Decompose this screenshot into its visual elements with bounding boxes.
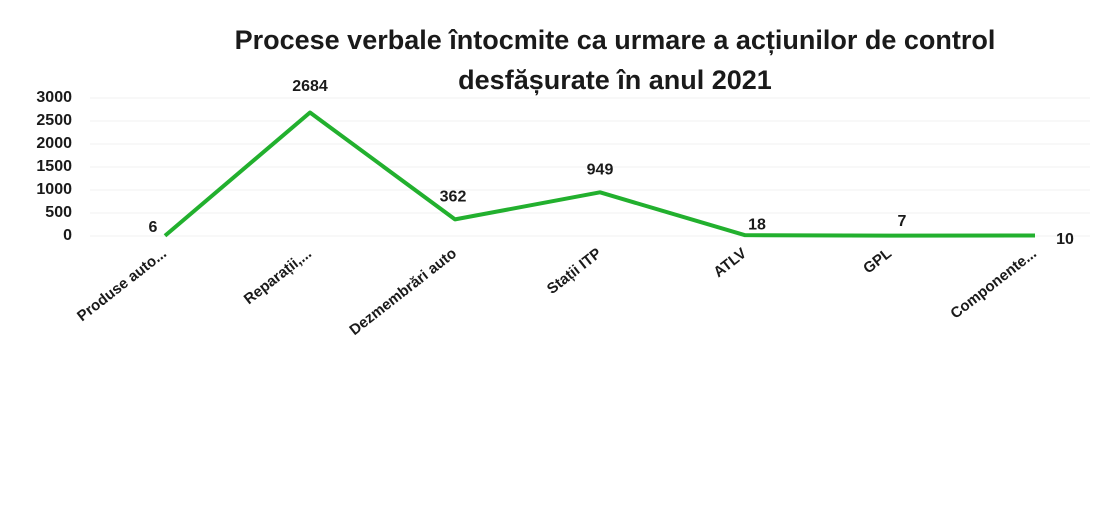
data-label: 6 xyxy=(149,219,158,236)
data-label: 10 xyxy=(1056,231,1074,248)
y-tick-label: 2500 xyxy=(36,112,72,129)
data-label: 362 xyxy=(440,189,467,206)
data-label: 7 xyxy=(898,213,907,230)
y-tick-label: 2000 xyxy=(36,135,72,152)
y-tick-label: 3000 xyxy=(36,89,72,106)
y-tick-label: 500 xyxy=(45,204,72,221)
chart-title: Procese verbale întocmite ca urmare a ac… xyxy=(235,25,996,55)
y-tick-label: 1000 xyxy=(36,181,72,198)
chart-title: desfășurate în anul 2021 xyxy=(458,65,772,95)
y-tick-label: 0 xyxy=(63,227,72,244)
data-label: 18 xyxy=(748,216,766,233)
y-tick-label: 1500 xyxy=(36,158,72,175)
data-label: 949 xyxy=(587,162,614,179)
data-line xyxy=(163,110,1036,238)
data-label: 2684 xyxy=(292,78,328,95)
